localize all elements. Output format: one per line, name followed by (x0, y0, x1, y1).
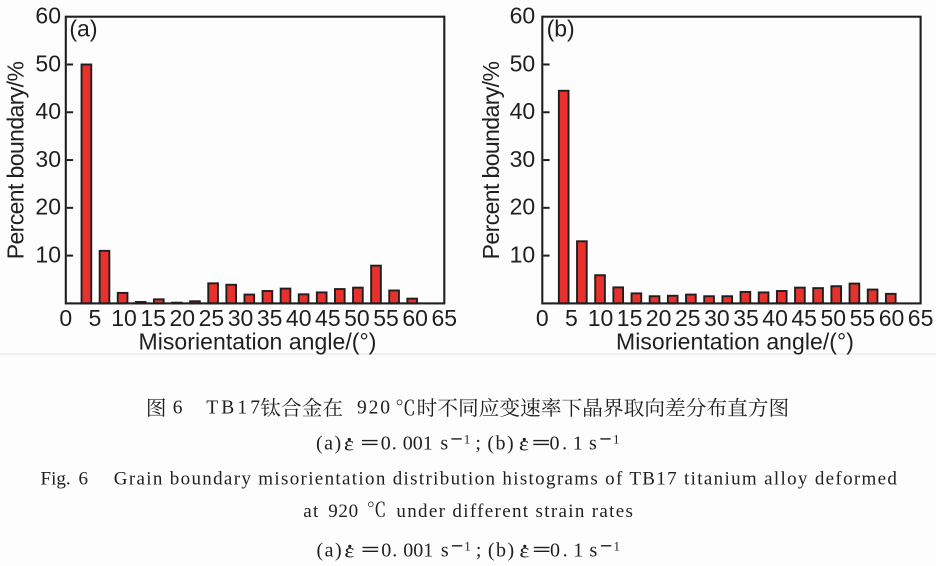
svg-text:30: 30 (228, 305, 254, 331)
svg-text:Percent boundary/%: Percent boundary/% (478, 62, 504, 260)
svg-text:40: 40 (35, 98, 61, 124)
svg-text:10: 10 (510, 241, 536, 267)
svg-text:Misorientation angle/(°): Misorientation angle/(°) (139, 329, 377, 355)
svg-text:55: 55 (373, 305, 399, 331)
svg-text:10: 10 (35, 241, 61, 267)
svg-text:20: 20 (510, 194, 536, 220)
svg-text:35: 35 (257, 305, 283, 331)
svg-text:60: 60 (35, 3, 61, 29)
svg-text:ε: ε (519, 540, 529, 562)
svg-text:s: s (441, 539, 449, 561)
svg-text:920: 920 (357, 397, 392, 418)
svg-text:25: 25 (199, 305, 225, 331)
svg-text:Grain boundary misorientation: Grain boundary misorientation distributi… (114, 469, 898, 490)
svg-text:Fig.: Fig. (41, 469, 71, 490)
svg-text:15: 15 (617, 305, 643, 331)
svg-text:40: 40 (510, 98, 536, 124)
svg-text:10: 10 (588, 305, 614, 331)
svg-text:20: 20 (169, 305, 195, 331)
svg-text:5: 5 (89, 305, 102, 331)
svg-text:0: 0 (550, 539, 560, 561)
svg-text:1: 1 (573, 432, 583, 454)
svg-text:;: ; (475, 432, 481, 454)
svg-text:50: 50 (35, 50, 61, 76)
svg-text:Percent boundary/%: Percent boundary/% (2, 62, 28, 260)
svg-text:(b): (b) (488, 539, 516, 561)
svg-text:65: 65 (908, 305, 934, 331)
svg-text:Misorientation angle/(°): Misorientation angle/(°) (616, 329, 854, 355)
svg-text:55: 55 (850, 305, 876, 331)
svg-text:(a): (a) (69, 16, 97, 42)
svg-text:.: . (392, 432, 397, 454)
svg-text:1: 1 (464, 539, 471, 554)
svg-text:0: 0 (59, 305, 72, 331)
svg-text:at: at (303, 501, 319, 522)
svg-text:s: s (590, 539, 598, 561)
svg-text:30: 30 (35, 146, 61, 172)
svg-text:(b): (b) (487, 432, 515, 454)
svg-text:s: s (440, 432, 448, 454)
svg-text:45: 45 (315, 305, 341, 331)
svg-text:5: 5 (565, 305, 578, 331)
svg-text:60: 60 (510, 3, 536, 29)
svg-text:40: 40 (762, 305, 788, 331)
svg-text:1: 1 (614, 539, 621, 554)
svg-text:.: . (392, 539, 397, 561)
svg-text:0: 0 (381, 539, 391, 561)
svg-text:50: 50 (344, 305, 370, 331)
svg-text:001: 001 (403, 432, 433, 454)
svg-text:under different strain rates: under different strain rates (396, 501, 634, 522)
svg-text:ε: ε (519, 434, 529, 456)
svg-text:45: 45 (791, 305, 817, 331)
svg-text:(b): (b) (547, 16, 575, 42)
svg-text:60: 60 (402, 305, 428, 331)
svg-text:.: . (562, 432, 567, 454)
svg-text:65: 65 (432, 305, 458, 331)
svg-text:1: 1 (573, 539, 583, 561)
svg-text:ε: ε (344, 434, 354, 456)
svg-text:6: 6 (79, 469, 89, 490)
svg-text:20: 20 (646, 305, 672, 331)
svg-text:TB17: TB17 (206, 397, 263, 418)
svg-text:001: 001 (403, 539, 433, 561)
svg-text:15: 15 (140, 305, 166, 331)
svg-text:;: ; (476, 539, 482, 561)
svg-text:(a): (a) (317, 539, 344, 561)
svg-text:10: 10 (111, 305, 137, 331)
svg-text:1: 1 (464, 432, 471, 447)
svg-text:30: 30 (704, 305, 730, 331)
svg-text:920: 920 (328, 501, 359, 522)
svg-text:6: 6 (173, 397, 183, 418)
svg-text:(a): (a) (316, 432, 343, 454)
svg-text:.: . (563, 539, 568, 561)
svg-text:30: 30 (510, 146, 536, 172)
svg-text:s: s (589, 432, 597, 454)
svg-text:ε: ε (344, 540, 354, 562)
svg-text:60: 60 (879, 305, 905, 331)
svg-text:0: 0 (536, 305, 549, 331)
svg-text:50: 50 (510, 50, 536, 76)
svg-text:50: 50 (821, 305, 847, 331)
svg-text:0: 0 (550, 432, 560, 454)
svg-text:25: 25 (675, 305, 701, 331)
svg-text:0: 0 (381, 432, 391, 454)
svg-text:1: 1 (613, 432, 620, 447)
svg-text:20: 20 (35, 194, 61, 220)
svg-text:35: 35 (733, 305, 759, 331)
svg-text:40: 40 (286, 305, 312, 331)
